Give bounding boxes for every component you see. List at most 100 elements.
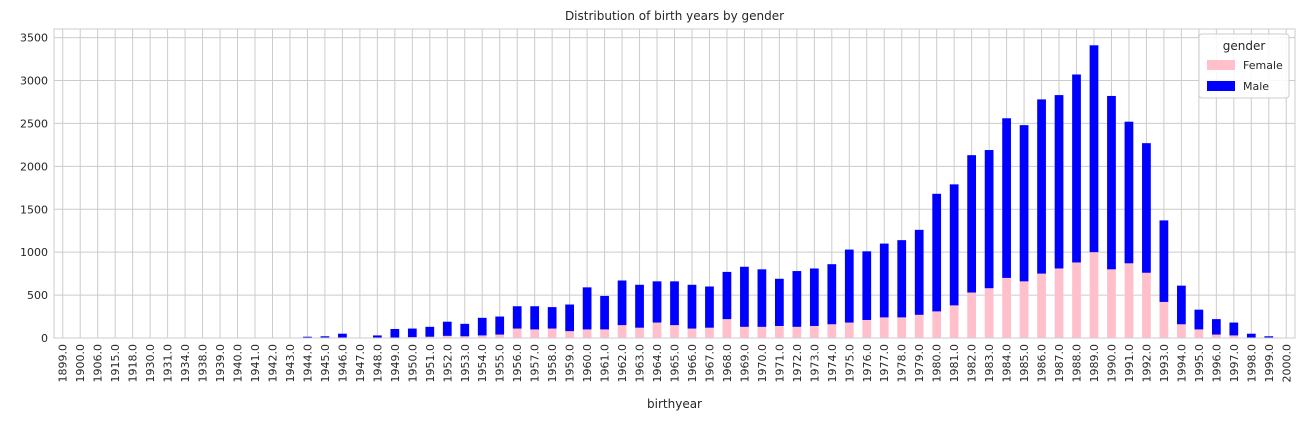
x-tick-label: 1981.0	[948, 344, 961, 383]
x-tick-label: 1972.0	[791, 344, 804, 383]
x-tick-label: 1964.0	[651, 344, 664, 383]
bar-female	[757, 326, 767, 338]
bar-male	[425, 326, 435, 337]
bar-male	[372, 335, 382, 338]
bar-male	[338, 333, 347, 338]
x-tick-label: 1991.0	[1123, 344, 1136, 383]
bar-female	[425, 336, 435, 338]
x-tick-label: 1988.0	[1071, 344, 1084, 383]
legend-items: Female Male	[1207, 59, 1283, 93]
bar-female	[844, 322, 854, 338]
y-tick-labels: 0 500 1000 1500 2000 2500 3000 3500	[20, 32, 48, 345]
x-tick-label: 1997.0	[1228, 344, 1241, 383]
bar-female	[635, 327, 644, 338]
x-tick-label: 1979.0	[913, 344, 926, 383]
x-tick-labels: 1899.0 1900.0 1906.0 1915.0 1918.0 1930.0 1931…	[57, 344, 1294, 383]
bar-male	[1054, 95, 1064, 269]
bar-female	[722, 319, 732, 338]
x-tick-label: 1967.0	[703, 344, 716, 383]
bar-male	[809, 268, 819, 326]
bar-male	[792, 271, 802, 327]
x-tick-label: 1996.0	[1210, 344, 1223, 383]
bar-male	[1089, 45, 1099, 253]
y-tick-label: 3500	[20, 32, 48, 45]
legend-title: gender	[1223, 39, 1266, 53]
plot-border	[53, 28, 1296, 339]
x-tick-label: 1974.0	[826, 344, 839, 383]
x-tick-label: 1958.0	[546, 344, 559, 383]
bar-female	[1072, 262, 1081, 338]
bar-female	[775, 325, 784, 338]
x-tick-label: 1989.0	[1088, 344, 1101, 383]
bar-female	[1037, 273, 1046, 338]
bar-female	[967, 292, 977, 338]
x-tick-label: 1945.0	[319, 344, 332, 383]
x-tick-label: 1948.0	[371, 344, 384, 383]
bar-male	[303, 336, 312, 338]
bar-female	[705, 327, 714, 338]
bar-male	[1002, 118, 1011, 278]
plot-frame	[53, 28, 1296, 339]
y-tick-label: 3000	[20, 75, 48, 88]
bar-female	[1089, 252, 1099, 338]
bar-male	[530, 306, 540, 330]
bar-female	[565, 331, 574, 338]
bar-female	[547, 328, 557, 338]
legend-swatch-male	[1207, 81, 1235, 91]
x-tick-label: 1970.0	[756, 344, 769, 383]
bar-male	[495, 316, 505, 335]
bar-female	[512, 328, 522, 338]
bar-female	[1159, 301, 1169, 338]
bar-male	[547, 307, 557, 329]
bar-female	[1019, 281, 1029, 338]
x-tick-label: 1931.0	[162, 344, 175, 383]
bar-female	[1229, 335, 1239, 338]
x-tick-label: 1950.0	[406, 344, 419, 383]
x-tick-label: 1995.0	[1193, 344, 1206, 383]
bar-female	[1194, 329, 1204, 338]
bar-female	[932, 311, 942, 338]
x-tick-label: 1973.0	[808, 344, 821, 383]
bar-male	[844, 249, 854, 323]
bar-male	[1246, 333, 1256, 338]
x-tick-label: 1949.0	[389, 344, 402, 383]
x-tick-label: 1938.0	[197, 344, 210, 383]
legend-label-female: Female	[1243, 59, 1283, 72]
x-tick-label: 1953.0	[459, 344, 472, 383]
x-tick-label: 1906.0	[92, 344, 105, 383]
x-tick-label: 1946.0	[336, 344, 349, 383]
bar-female	[687, 328, 697, 338]
x-tick-label: 1965.0	[669, 344, 682, 383]
bar-male	[1264, 336, 1274, 338]
x-tick-label: 1918.0	[127, 344, 140, 383]
x-tick-label: 1994.0	[1175, 344, 1188, 383]
bar-female	[740, 326, 749, 338]
x-tick-label: 1986.0	[1036, 344, 1049, 383]
x-tick-label: 1930.0	[144, 344, 157, 383]
bar-male	[460, 323, 470, 337]
grid-lines	[54, 29, 1295, 339]
bar-male	[1159, 220, 1169, 302]
bar-male	[477, 317, 487, 336]
bar-male	[775, 278, 784, 326]
y-tick-label: 1500	[20, 203, 48, 216]
x-tick-label: 2000.0	[1280, 344, 1293, 383]
x-tick-label: 1943.0	[284, 344, 297, 383]
bar-female	[600, 329, 609, 338]
bar-male	[1177, 285, 1186, 325]
bar-male	[390, 328, 400, 338]
bar-male	[827, 264, 837, 325]
bar-female	[792, 326, 802, 338]
x-tick-label: 1934.0	[179, 344, 192, 383]
bar-male	[565, 304, 574, 332]
bar-male	[652, 281, 662, 323]
chart-title: Distribution of birth years by gender	[565, 9, 784, 23]
y-tick-label: 2500	[20, 117, 48, 130]
bar-male	[949, 184, 959, 306]
x-tick-label: 1959.0	[564, 344, 577, 383]
bar-male	[1019, 125, 1029, 282]
x-tick-label: 1983.0	[983, 344, 996, 383]
x-tick-label: 1942.0	[266, 344, 279, 383]
x-tick-label: 1993.0	[1158, 344, 1171, 383]
